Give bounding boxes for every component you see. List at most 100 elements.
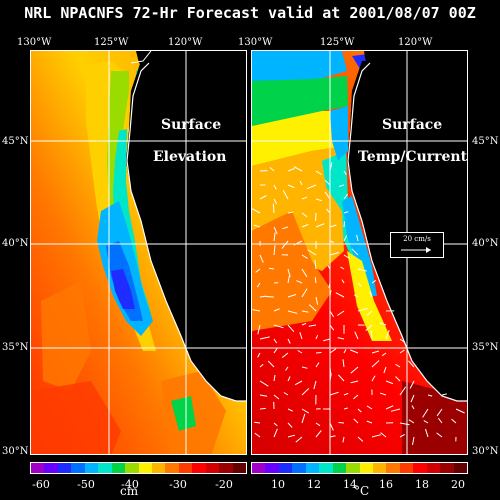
current-vector <box>370 330 373 340</box>
current-vector <box>408 419 415 424</box>
current-vector <box>273 422 278 427</box>
current-vector <box>357 308 368 312</box>
current-vector <box>369 291 373 298</box>
current-vector <box>385 329 390 340</box>
reference-vector-arrow <box>401 247 431 253</box>
current-vector <box>353 294 359 298</box>
current-vector <box>287 422 293 428</box>
temperature-unit: °C <box>354 484 370 498</box>
elevation-tick: -60 <box>32 478 50 491</box>
current-vector <box>399 422 410 426</box>
colorbar-swatch <box>165 463 179 473</box>
current-vector <box>350 380 359 384</box>
temperature-colorbar <box>251 462 468 474</box>
current-vector <box>299 332 303 340</box>
colorbar-swatch <box>178 463 193 473</box>
colorbar-swatch <box>440 463 454 473</box>
current-vector <box>451 418 457 424</box>
elevation-tick: -30 <box>169 478 187 491</box>
current-vector <box>267 360 275 368</box>
current-vector <box>324 191 331 200</box>
lat-label-35n-right: 35°N <box>472 342 499 353</box>
current-vector <box>273 374 276 382</box>
current-vector <box>285 366 289 371</box>
current-vector <box>379 322 387 326</box>
current-vector <box>411 405 415 410</box>
current-vector <box>329 240 335 243</box>
current-vector <box>253 224 261 228</box>
current-vector <box>255 268 261 273</box>
colorbar-swatch <box>252 463 266 473</box>
temperature-field <box>252 51 467 454</box>
colorbar-swatch <box>205 463 220 473</box>
current-vector <box>337 310 345 316</box>
current-vector <box>337 337 345 340</box>
colorbar-swatch <box>305 463 320 473</box>
current-vector <box>259 336 270 340</box>
lon-label-120w-left: 120°W <box>168 37 203 48</box>
current-vector <box>273 338 278 344</box>
current-vector <box>329 252 340 256</box>
current-vector <box>254 421 261 424</box>
current-vector <box>382 352 387 357</box>
current-vector <box>412 436 415 446</box>
current-vector <box>308 324 317 327</box>
temperature-title-line2: Temp/Current <box>358 149 468 165</box>
current-vector <box>357 408 362 413</box>
current-vector <box>296 280 303 284</box>
temperature-tick: 12 <box>307 478 321 491</box>
current-vector <box>287 276 290 284</box>
current-vector <box>273 347 279 354</box>
current-vector <box>390 408 401 412</box>
current-vector <box>301 322 307 326</box>
current-vector <box>315 223 325 228</box>
map-title: NRL NPACNFS 72-Hr Forecast valid at 2001… <box>24 4 476 22</box>
current-vector <box>259 363 264 368</box>
lat-label-40n-right: 40°N <box>472 238 499 249</box>
current-vector <box>329 162 333 172</box>
current-vector <box>422 408 429 418</box>
current-vector <box>259 295 267 298</box>
current-vector <box>366 310 373 316</box>
colorbar-swatch <box>71 463 85 473</box>
current-vector <box>399 338 406 344</box>
current-vector <box>343 407 349 410</box>
current-vector <box>273 394 280 400</box>
temperature-tick: 16 <box>379 478 393 491</box>
colorbar-swatch <box>219 463 233 473</box>
colorbar-swatch <box>386 463 400 473</box>
colorbar-swatch <box>292 463 306 473</box>
current-vector <box>343 221 345 228</box>
current-vector <box>399 386 407 396</box>
current-vector <box>371 360 380 368</box>
colorbar-swatch <box>57 463 72 473</box>
current-vector <box>273 232 276 242</box>
current-vector <box>273 184 277 190</box>
current-vector <box>283 392 289 396</box>
temperature-tick: 20 <box>451 478 465 491</box>
current-vector <box>326 208 331 214</box>
current-vector <box>350 366 359 374</box>
current-vector <box>307 249 317 256</box>
current-vector <box>301 268 308 278</box>
elevation-tick: -20 <box>215 478 233 491</box>
current-vector <box>327 265 331 270</box>
colorbar-swatch <box>372 463 387 473</box>
current-vector <box>357 268 367 272</box>
elevation-unit: cm <box>120 484 139 498</box>
current-vector <box>315 170 322 175</box>
current-vector <box>366 420 373 424</box>
current-vector <box>427 394 433 397</box>
colorbar-swatch <box>232 463 246 473</box>
current-vector <box>273 428 278 438</box>
reference-vector-label: 20 cm/s <box>403 235 431 243</box>
current-vector <box>259 254 264 263</box>
current-vector <box>315 198 322 202</box>
current-vector <box>269 167 275 172</box>
elevation-colorbar <box>30 462 247 474</box>
colorbar-swatch <box>125 463 139 473</box>
lon-label-130w-left: 130°W <box>17 37 52 48</box>
lat-label-45n-left: 45°N <box>2 136 29 147</box>
elevation-tick: -40 <box>121 478 139 491</box>
current-vector <box>252 309 261 312</box>
